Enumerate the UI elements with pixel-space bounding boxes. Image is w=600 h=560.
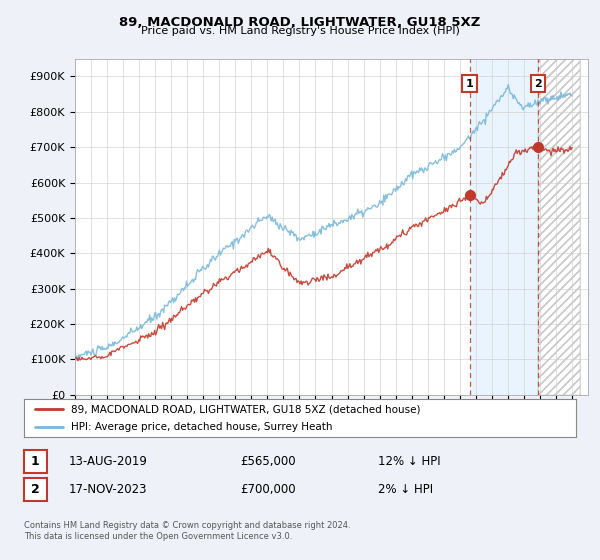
- Text: Contains HM Land Registry data © Crown copyright and database right 2024.
This d: Contains HM Land Registry data © Crown c…: [24, 521, 350, 540]
- Text: 1: 1: [31, 455, 40, 468]
- Text: Price paid vs. HM Land Registry's House Price Index (HPI): Price paid vs. HM Land Registry's House …: [140, 26, 460, 36]
- Text: HPI: Average price, detached house, Surrey Heath: HPI: Average price, detached house, Surr…: [71, 422, 332, 432]
- Text: £700,000: £700,000: [240, 483, 296, 496]
- Bar: [538, 59, 580, 395]
- Text: 17-NOV-2023: 17-NOV-2023: [69, 483, 148, 496]
- Text: £565,000: £565,000: [240, 455, 296, 468]
- Text: 12% ↓ HPI: 12% ↓ HPI: [378, 455, 440, 468]
- Bar: [470, 59, 538, 395]
- Text: 13-AUG-2019: 13-AUG-2019: [69, 455, 148, 468]
- Text: 89, MACDONALD ROAD, LIGHTWATER, GU18 5XZ: 89, MACDONALD ROAD, LIGHTWATER, GU18 5XZ: [119, 16, 481, 29]
- Text: 2: 2: [534, 78, 542, 88]
- Text: 89, MACDONALD ROAD, LIGHTWATER, GU18 5XZ (detached house): 89, MACDONALD ROAD, LIGHTWATER, GU18 5XZ…: [71, 404, 421, 414]
- Text: 2% ↓ HPI: 2% ↓ HPI: [378, 483, 433, 496]
- Text: 1: 1: [466, 78, 473, 88]
- Bar: [538, 59, 580, 395]
- Text: 2: 2: [31, 483, 40, 496]
